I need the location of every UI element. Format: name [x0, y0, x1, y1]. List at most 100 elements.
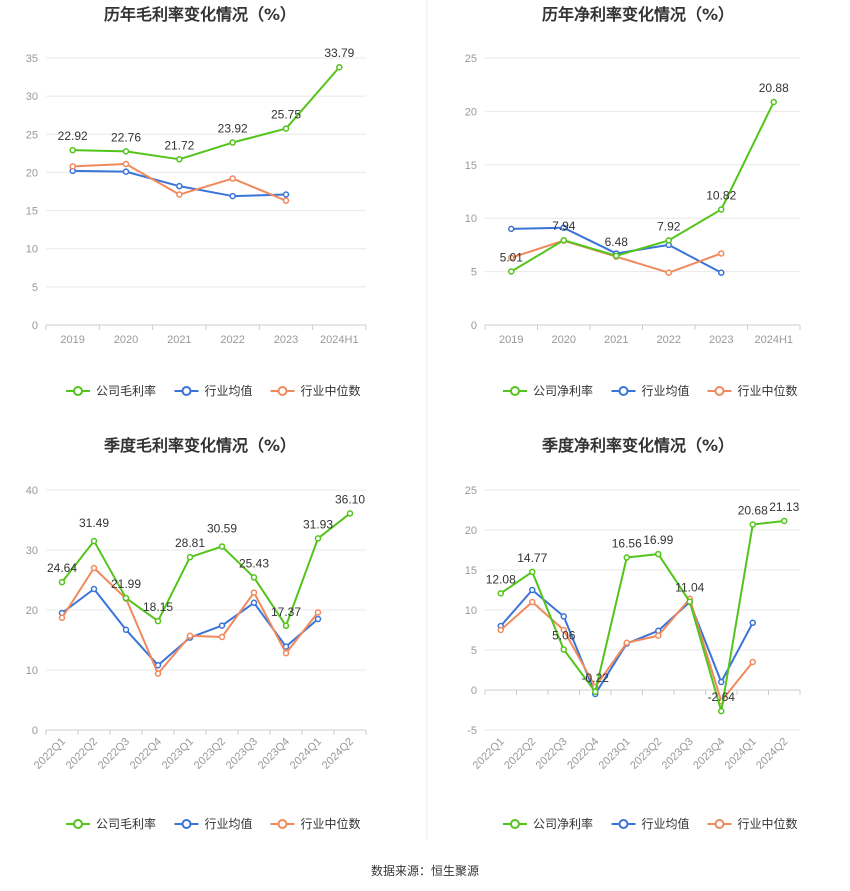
y-tick-label: 25	[465, 485, 477, 497]
data-point-company	[718, 707, 725, 715]
data-label: 28.81	[175, 536, 205, 550]
x-tick-label: 2023Q4	[256, 736, 292, 772]
data-point-industry_median	[749, 658, 756, 666]
data-point-company	[655, 550, 662, 558]
data-point-company	[122, 148, 130, 155]
data-point-industry_mean	[154, 661, 162, 669]
x-tick-label: 2019	[499, 334, 523, 346]
data-label: 22.76	[111, 130, 141, 144]
y-tick-label: 5	[32, 282, 38, 294]
legend-swatch-marker	[277, 386, 288, 396]
data-label: 21.13	[769, 500, 799, 514]
data-point-company	[186, 553, 194, 561]
series-line-company	[72, 66, 341, 161]
data-label: 17.37	[271, 605, 301, 619]
data-point-industry_median	[665, 269, 672, 276]
data-label: 7.92	[657, 219, 681, 233]
data-point-industry_median	[655, 632, 662, 639]
data-label: 16.56	[612, 537, 642, 551]
data-point-industry_mean	[560, 224, 567, 232]
data-label: 12.08	[486, 572, 516, 586]
legend-swatch-marker	[73, 819, 83, 829]
y-tick-label: 30	[26, 91, 38, 103]
x-tick-label: 2023Q1	[160, 736, 196, 772]
x-tick-label: 2020	[552, 334, 576, 346]
legend-label-company: 公司净利率	[533, 816, 593, 831]
legend-label-company: 公司毛利率	[96, 816, 156, 831]
y-tick-label: 15	[465, 160, 477, 172]
data-point-industry_median	[58, 614, 66, 622]
x-tick-label: 2022	[220, 334, 244, 346]
data-label: 25.43	[239, 556, 269, 570]
data-point-industry_median	[69, 163, 76, 170]
y-tick-label: 15	[26, 206, 38, 218]
legend-label-industry_mean: 行业均值	[205, 816, 253, 831]
x-tick-label: 2022Q2	[64, 736, 100, 772]
legend-label-industry_median: 行业中位数	[738, 383, 798, 398]
data-point-company	[229, 139, 236, 146]
data-label: 10.82	[706, 188, 736, 202]
x-tick-label: 2024Q1	[723, 736, 759, 772]
data-label: 22.92	[58, 129, 88, 143]
data-point-industry_median	[229, 175, 236, 182]
chart-title: 季度毛利率变化情况（%）	[103, 436, 296, 455]
data-point-company	[122, 594, 130, 602]
data-point-industry_median	[282, 649, 290, 657]
data-point-company	[560, 236, 567, 244]
y-tick-label: 40	[26, 485, 38, 497]
legend-swatch-marker	[510, 386, 520, 396]
y-tick-label: 35	[26, 53, 38, 65]
y-tick-label: 5	[471, 267, 477, 279]
data-label: 23.92	[218, 122, 248, 136]
y-tick-label: 10	[26, 244, 38, 256]
x-tick-label: 2022Q3	[534, 736, 570, 772]
legend-label-industry_mean: 行业均值	[642, 816, 690, 831]
data-point-industry_mean	[229, 192, 236, 200]
y-tick-label: 20	[465, 106, 477, 118]
y-tick-label: 0	[32, 320, 38, 332]
legend-swatch-marker	[510, 819, 520, 829]
series-line-industry_median	[61, 567, 319, 675]
data-point-industry_median	[529, 598, 536, 606]
legend-swatch-marker	[714, 386, 725, 396]
x-tick-label: 2022Q4	[128, 736, 164, 772]
data-point-industry_mean	[90, 585, 98, 593]
y-tick-label: 10	[465, 605, 477, 617]
x-tick-label: 2022Q2	[502, 736, 538, 772]
x-tick-label: 2024H1	[320, 334, 359, 346]
y-tick-label: 20	[26, 167, 38, 179]
x-tick-label: 2024Q2	[754, 736, 790, 772]
x-tick-label: 2023Q1	[597, 736, 633, 772]
data-point-company	[613, 252, 620, 260]
y-tick-label: 0	[471, 320, 477, 332]
data-point-company	[282, 125, 290, 132]
data-point-industry_mean	[314, 615, 322, 623]
x-tick-label: 2020	[114, 334, 138, 346]
legend-label-industry_mean: 行业均值	[642, 383, 690, 398]
x-tick-label: 2023Q2	[192, 736, 228, 772]
series-line-company	[61, 512, 351, 627]
legend-label-industry_median: 行业中位数	[301, 383, 361, 398]
data-label: 5.06	[552, 629, 576, 643]
data-point-company	[529, 568, 536, 576]
y-tick-label: 25	[465, 53, 477, 65]
legend-label-company: 公司净利率	[533, 383, 593, 398]
y-tick-label: 15	[465, 565, 477, 577]
x-tick-label: 2023Q4	[691, 736, 727, 772]
data-point-industry_median	[623, 639, 630, 647]
data-point-industry_median	[497, 626, 504, 634]
data-point-company	[336, 63, 343, 71]
data-label: 14.77	[517, 551, 547, 565]
x-tick-label: 2023	[709, 334, 733, 346]
y-tick-label: 10	[465, 213, 477, 225]
legend-swatch-marker	[618, 386, 629, 396]
data-point-company	[69, 146, 76, 154]
data-point-company	[623, 554, 630, 561]
data-point-company	[90, 537, 98, 545]
data-label: 18.15	[143, 600, 173, 614]
data-label: 5.01	[500, 250, 524, 264]
data-point-company	[718, 206, 725, 213]
data-source-note: 数据来源：恒生聚源	[370, 864, 479, 878]
x-tick-label: 2023Q3	[224, 736, 260, 772]
data-label: 21.72	[164, 138, 194, 152]
